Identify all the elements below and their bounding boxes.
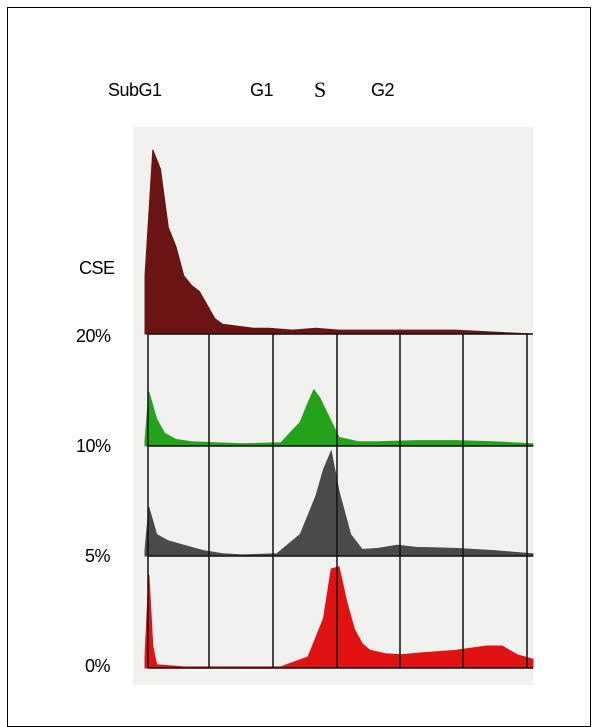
grid-layer bbox=[147, 333, 533, 669]
row-label-5: 5% bbox=[85, 546, 111, 566]
row-label-0: 0% bbox=[85, 656, 111, 676]
phase-label-g2: G2 bbox=[371, 80, 395, 100]
histogram-4 bbox=[144, 566, 534, 669]
row-label-cse: CSE bbox=[79, 258, 115, 278]
histogram-1 bbox=[144, 149, 534, 335]
phase-label-s: S bbox=[314, 77, 326, 102]
series-layer bbox=[144, 149, 534, 669]
row-label-20: 20% bbox=[76, 326, 111, 346]
histogram-3 bbox=[144, 449, 534, 557]
histogram-2 bbox=[144, 388, 534, 447]
row-label-10: 10% bbox=[76, 436, 111, 456]
phase-label-g1: G1 bbox=[250, 80, 274, 100]
phase-label-subg1: SubG1 bbox=[108, 80, 162, 100]
